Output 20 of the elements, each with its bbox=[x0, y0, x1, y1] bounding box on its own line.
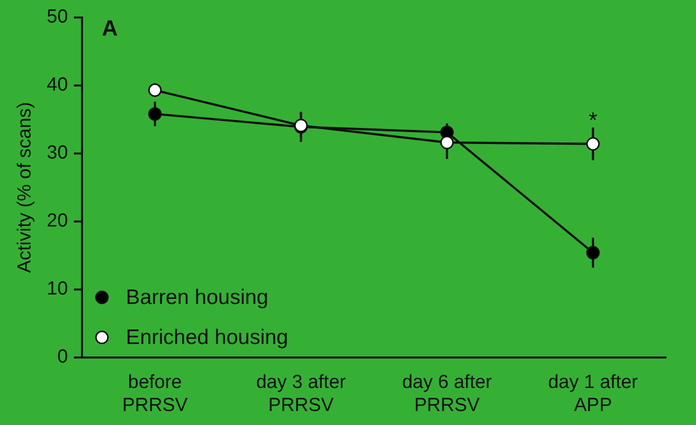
x-tick-label: day 6 after PRRSV bbox=[402, 372, 493, 416]
y-tick-label: 40 bbox=[46, 74, 68, 96]
point bbox=[440, 136, 454, 150]
y-tick-label: 10 bbox=[46, 278, 68, 300]
y-tick-label: 30 bbox=[46, 142, 68, 164]
y-axis-title: Activity (% of scans) bbox=[14, 102, 36, 273]
point bbox=[148, 107, 162, 121]
legend-label: Barren housing bbox=[126, 286, 268, 310]
y-tick-label: 20 bbox=[46, 210, 68, 232]
annotation: A bbox=[102, 15, 118, 40]
annotation: * bbox=[588, 108, 598, 133]
y-tick-label: 0 bbox=[57, 346, 68, 368]
point bbox=[148, 83, 162, 97]
x-tick-label: before PRRSV bbox=[122, 372, 188, 416]
legend-label: Enriched housing bbox=[126, 326, 288, 350]
point bbox=[586, 137, 600, 151]
y-tick-label: 50 bbox=[46, 6, 68, 28]
x-tick-label: day 3 after PRRSV bbox=[256, 372, 347, 416]
x-tick-label: day 1 after APP bbox=[548, 372, 639, 416]
point bbox=[586, 246, 600, 260]
